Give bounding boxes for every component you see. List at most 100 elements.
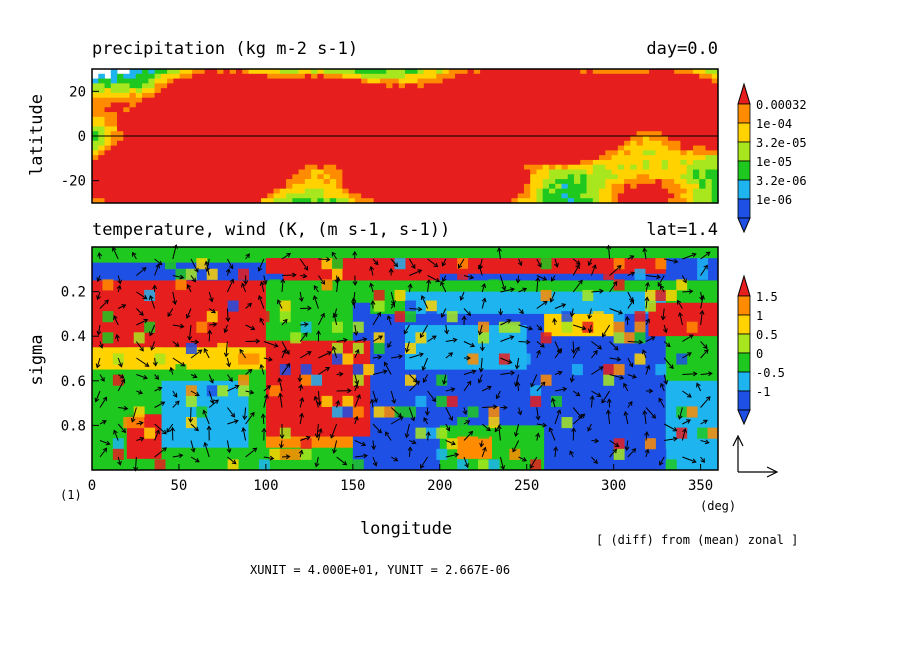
wind-vector xyxy=(517,275,520,283)
wind-vector-head xyxy=(550,397,556,403)
wind-vector xyxy=(132,252,137,260)
wind-vector xyxy=(387,341,392,348)
wind-vector-head xyxy=(242,415,248,421)
wind-vector-head xyxy=(172,392,178,398)
wind-vector-head xyxy=(155,429,160,435)
wind-vector-head xyxy=(314,462,320,468)
wind-vector xyxy=(663,423,677,432)
wind-vector xyxy=(481,423,491,431)
wind-vector xyxy=(682,373,697,375)
wind-vector-head xyxy=(233,419,239,424)
wind-vector xyxy=(463,308,471,316)
wind-vector-head xyxy=(225,317,231,323)
wind-vector-head xyxy=(466,355,471,361)
wind-vector-head xyxy=(575,391,581,397)
wind-vector-head xyxy=(160,401,166,406)
frame-number: (1) xyxy=(60,488,82,502)
wind-vector xyxy=(500,319,511,326)
precip-day-label: day=0.0 xyxy=(646,39,718,59)
wind-vector xyxy=(478,265,483,276)
wind-vector xyxy=(700,372,712,375)
wind-vector xyxy=(150,341,156,351)
wind-vector xyxy=(354,338,367,342)
wind-vector xyxy=(529,456,538,469)
wind-vector-head xyxy=(420,295,426,300)
wind-vector xyxy=(609,341,619,351)
wind-vector xyxy=(245,412,255,425)
wind-vector-head xyxy=(542,276,548,281)
wind-vector xyxy=(659,285,665,293)
temp-field xyxy=(92,247,719,471)
wind-vector xyxy=(117,374,124,379)
wind-vector xyxy=(530,374,538,388)
wind-vector xyxy=(117,456,121,465)
wind-vector-head xyxy=(369,398,375,404)
wind-vector-head xyxy=(377,354,383,360)
wind-vector xyxy=(387,315,392,326)
wind-vector xyxy=(682,352,692,359)
precip-colorbar-cap-top xyxy=(737,82,751,105)
wind-vector xyxy=(117,379,125,392)
wind-vector xyxy=(116,334,119,342)
wind-vector-head xyxy=(262,280,268,285)
wind-vector-head xyxy=(419,333,425,339)
wind-vector-head xyxy=(351,300,357,306)
wind-vector xyxy=(572,428,575,441)
wind-vector xyxy=(409,374,418,383)
wind-vector-head xyxy=(202,409,208,415)
wind-vector xyxy=(482,406,497,408)
wind-vector-head xyxy=(466,380,472,386)
wind-vector-head xyxy=(594,438,600,444)
wind-vector-head xyxy=(479,442,485,448)
wind-vector-head xyxy=(605,409,611,415)
wind-vector xyxy=(409,269,422,276)
wind-vector xyxy=(609,308,623,314)
wind-vector-head xyxy=(279,443,284,449)
wind-vector xyxy=(354,374,359,385)
wind-vector-head xyxy=(228,264,234,270)
wind-vector-head xyxy=(250,325,256,331)
wind-vector xyxy=(99,420,107,425)
wind-vector-head xyxy=(571,427,577,433)
wind-vector-head xyxy=(223,328,229,334)
wind-vector xyxy=(498,248,501,260)
wind-vector xyxy=(463,275,474,279)
wind-vector xyxy=(190,440,195,452)
wind-vector xyxy=(226,357,230,367)
wind-vector xyxy=(554,409,561,425)
wind-vector-head xyxy=(363,453,368,459)
wind-vector xyxy=(390,407,402,418)
wind-vector xyxy=(408,407,415,421)
wind-vector-head xyxy=(267,356,273,362)
wind-vector xyxy=(445,407,453,421)
wind-vector-head xyxy=(462,410,468,416)
wind-vector-head xyxy=(525,339,531,345)
wind-vector-head xyxy=(118,362,123,368)
wind-vector xyxy=(281,274,296,276)
wind-vector-head xyxy=(548,426,554,432)
wind-vector xyxy=(390,416,404,425)
wind-vector-head xyxy=(561,303,567,308)
temp-colorbar-label: 0 xyxy=(756,347,763,361)
precip-colorbar-label: 1e-04 xyxy=(756,117,792,131)
wind-vector-head xyxy=(423,417,428,422)
wind-vector-head xyxy=(343,337,348,343)
wind-vector xyxy=(645,282,649,293)
wind-vector-head xyxy=(282,318,288,324)
wind-vector xyxy=(643,248,647,260)
wind-vector-head xyxy=(148,294,154,300)
wind-vector xyxy=(390,291,395,305)
wind-vector-head xyxy=(105,440,111,446)
wind-vector xyxy=(645,336,655,342)
wind-vector-head xyxy=(686,393,692,398)
wind-vector-head xyxy=(241,282,246,288)
wind-vector-head xyxy=(651,413,657,419)
wind-vector-head xyxy=(702,344,708,350)
wind-vector-head xyxy=(550,276,556,282)
wind-vector xyxy=(99,374,105,382)
wind-vector xyxy=(460,291,465,301)
wind-vector-head xyxy=(464,463,469,469)
temp-xtick-label: 300 xyxy=(601,478,626,494)
wind-vector-head xyxy=(554,262,559,268)
wind-vector xyxy=(682,419,691,425)
